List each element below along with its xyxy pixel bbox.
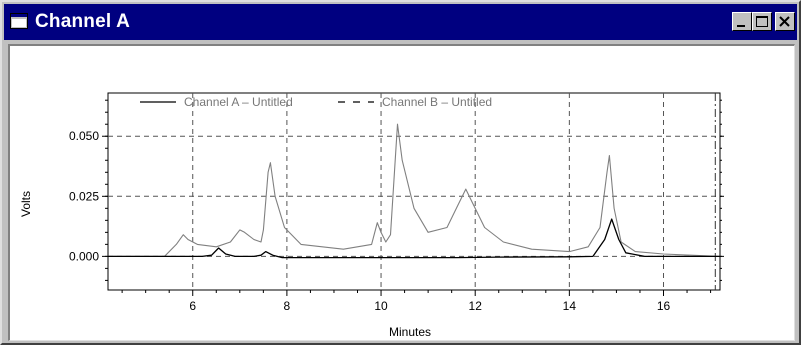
legend-entry-label: Channel B – Untitled [382, 95, 492, 109]
minimize-button[interactable] [732, 12, 752, 31]
y-tick-label: 0.050 [69, 129, 99, 143]
x-axis-label: Minutes [389, 325, 431, 339]
series-line-channel-a [108, 218, 720, 259]
title-bar[interactable]: Channel A [4, 4, 797, 40]
y-tick-label: 0.000 [69, 249, 99, 263]
maximize-button[interactable] [752, 12, 772, 31]
close-icon [779, 16, 790, 27]
x-tick-label: 12 [469, 299, 483, 313]
y-tick-label: 0.025 [69, 189, 99, 203]
x-tick-label: 6 [189, 299, 196, 313]
window-title: Channel A [35, 11, 131, 32]
y-axis-label: Volts [19, 191, 33, 217]
close-button[interactable] [775, 12, 795, 31]
chromatogram-chart: 6 8 10 12 14 16 0.000 0.025 0.050 Channel A – Un… [19, 92, 724, 339]
x-tick-label: 10 [374, 299, 388, 313]
maximize-icon [756, 16, 768, 27]
x-tick-label: 8 [284, 299, 291, 313]
x-tick-label: 14 [563, 299, 577, 313]
plot-frame [107, 92, 721, 291]
window-icon[interactable] [10, 13, 28, 29]
x-tick-label: 16 [657, 299, 671, 313]
legend-entry-label: Channel A – Untitled [184, 95, 293, 109]
series-line-channel-b [108, 123, 721, 257]
chart-area: 6 8 10 12 14 16 0.000 0.025 0.050 Channel A – Un… [8, 44, 795, 341]
minimize-icon [737, 25, 745, 27]
